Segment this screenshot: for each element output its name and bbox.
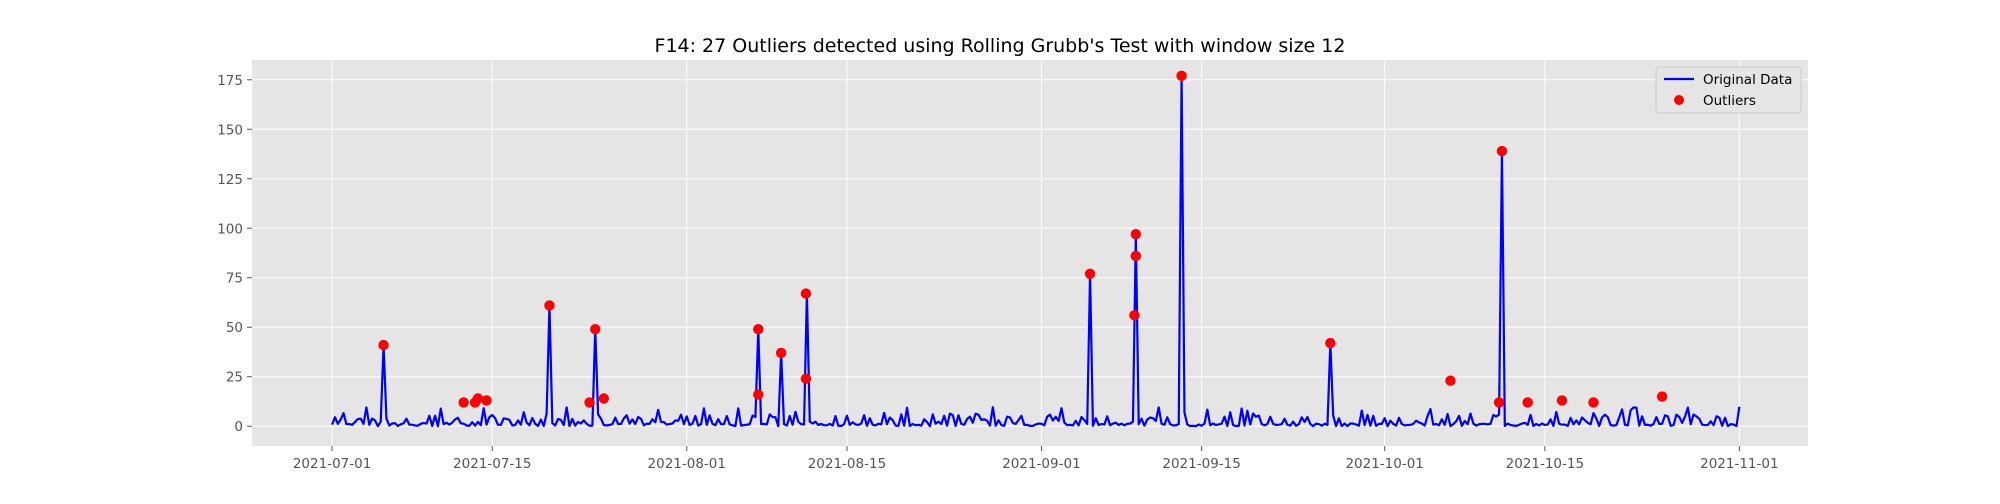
- y-tick-label: 175: [217, 73, 243, 89]
- outlier-point: [1556, 395, 1568, 406]
- outlier-point: [1445, 375, 1456, 386]
- outlier-point: [1522, 397, 1533, 408]
- x-tick-label: 2021-09-01: [1002, 456, 1080, 472]
- y-tick-label: 0: [234, 419, 243, 435]
- outlier-point: [458, 397, 469, 408]
- grid: [252, 60, 1808, 446]
- y-tick-label: 75: [226, 271, 243, 287]
- data-layer: [331, 70, 1741, 428]
- outlier-point: [775, 347, 787, 359]
- outlier-point: [753, 324, 764, 335]
- outlier-point: [1084, 268, 1096, 279]
- y-tick-label: 125: [217, 172, 243, 188]
- legend: Original Data Outliers: [1655, 66, 1802, 114]
- x-tick-label: 2021-09-15: [1162, 456, 1240, 472]
- outlier-point: [1656, 391, 1668, 402]
- outlier-point: [800, 288, 812, 299]
- x-tick-label: 2021-07-01: [293, 456, 371, 472]
- x-tick-label: 2021-08-01: [648, 456, 726, 472]
- outlier-point: [590, 324, 601, 335]
- outlier-point: [472, 393, 484, 404]
- y-tick-label: 100: [217, 221, 243, 237]
- x-tick-label: 2021-11-01: [1700, 456, 1778, 472]
- x-tick-label: 2021-07-15: [453, 456, 531, 472]
- outlier-point: [1588, 397, 1599, 408]
- outlier-point: [800, 373, 812, 384]
- outlier-point: [598, 393, 610, 404]
- legend-label-original: Original Data: [1703, 72, 1792, 88]
- chart-title: F14: 27 Outliers detected using Rolling …: [655, 35, 1346, 57]
- y-tick-label: 25: [226, 370, 243, 386]
- outlier-point: [1493, 397, 1505, 408]
- outlier-point: [753, 389, 764, 400]
- outlier-point: [378, 339, 389, 351]
- x-tick-label: 2021-10-15: [1506, 456, 1584, 472]
- legend-label-outliers: Outliers: [1703, 93, 1756, 109]
- y-tick-label: 150: [217, 122, 243, 138]
- outlier-point: [1130, 228, 1142, 240]
- outlier-point: [1325, 337, 1336, 349]
- plot-area: [252, 60, 1808, 446]
- original-data-line: [331, 74, 1741, 428]
- x-tick-label: 2021-08-15: [808, 456, 886, 472]
- outlier-point: [1496, 145, 1508, 157]
- outlier-point: [1129, 310, 1140, 321]
- y-tick-label: 50: [226, 320, 243, 336]
- x-tick-label: 2021-10-01: [1345, 456, 1423, 472]
- outlier-point: [1130, 250, 1142, 262]
- axes: 0 25 50 75 100 125 150 175 2021-07-01 2021-07-15 2…: [217, 73, 1778, 472]
- legend-dot-marker: [1674, 95, 1684, 105]
- outlier-point: [481, 395, 492, 406]
- outlier-point: [544, 300, 555, 311]
- outlier-point: [584, 397, 595, 408]
- outlier-point: [1176, 70, 1187, 82]
